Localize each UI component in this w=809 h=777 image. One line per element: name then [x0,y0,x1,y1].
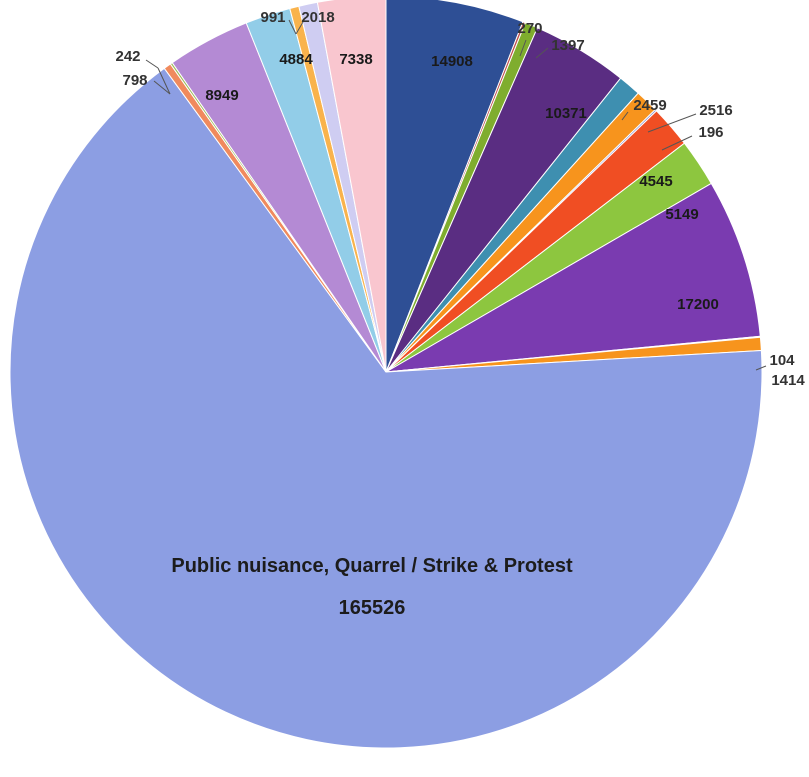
slice-value-label: 2018 [301,9,334,26]
leader-line [535,47,549,59]
slice-labels: 14908 270 1397 10371 2459 2516 196 4545 5149 1720… [115,9,805,389]
label-leader-lines [145,19,767,371]
slice-value-label: 196 [698,124,723,141]
slice-value-label: 10371 [545,105,587,122]
slice-value-label: 991 [260,9,285,26]
slice-value-label: 2516 [699,102,732,119]
slice-value-label: 104 [769,352,795,369]
leader-line [288,19,297,35]
slice-value-label: 2459 [633,97,666,114]
slice-value-label: 7338 [339,51,372,68]
slice-value-label: 1397 [551,37,584,54]
slice-value-label: 14908 [431,53,473,70]
leader-line [153,80,171,95]
leader-line [145,59,159,69]
slice-value-label: 17200 [677,296,719,313]
leader-line [755,365,767,371]
slice-value-label: 270 [517,20,542,37]
leader-line [647,113,697,133]
pie-slices [9,0,763,749]
largest-slice-value-label: 165526 [339,597,406,619]
slice-value-label: 8949 [205,87,238,104]
slice-value-label: 242 [115,48,140,65]
leader-line [295,21,304,35]
leader-line [157,67,171,95]
pie-slice [9,67,763,749]
slice-value-label: 798 [122,72,147,89]
leader-line [661,135,693,151]
pie-slice [316,0,387,373]
slice-value-label: 4884 [279,51,313,68]
slice-value-label: 4545 [639,173,672,190]
slice-value-label: 1414 [771,372,805,389]
slice-value-label: 5149 [665,206,698,223]
leader-line [621,111,629,121]
pie-slice [385,182,761,373]
pie-slice [385,0,524,373]
leader-line [519,39,527,57]
largest-slice-category-label: Public nuisance, Quarrel / Strike & Prot… [171,555,573,577]
